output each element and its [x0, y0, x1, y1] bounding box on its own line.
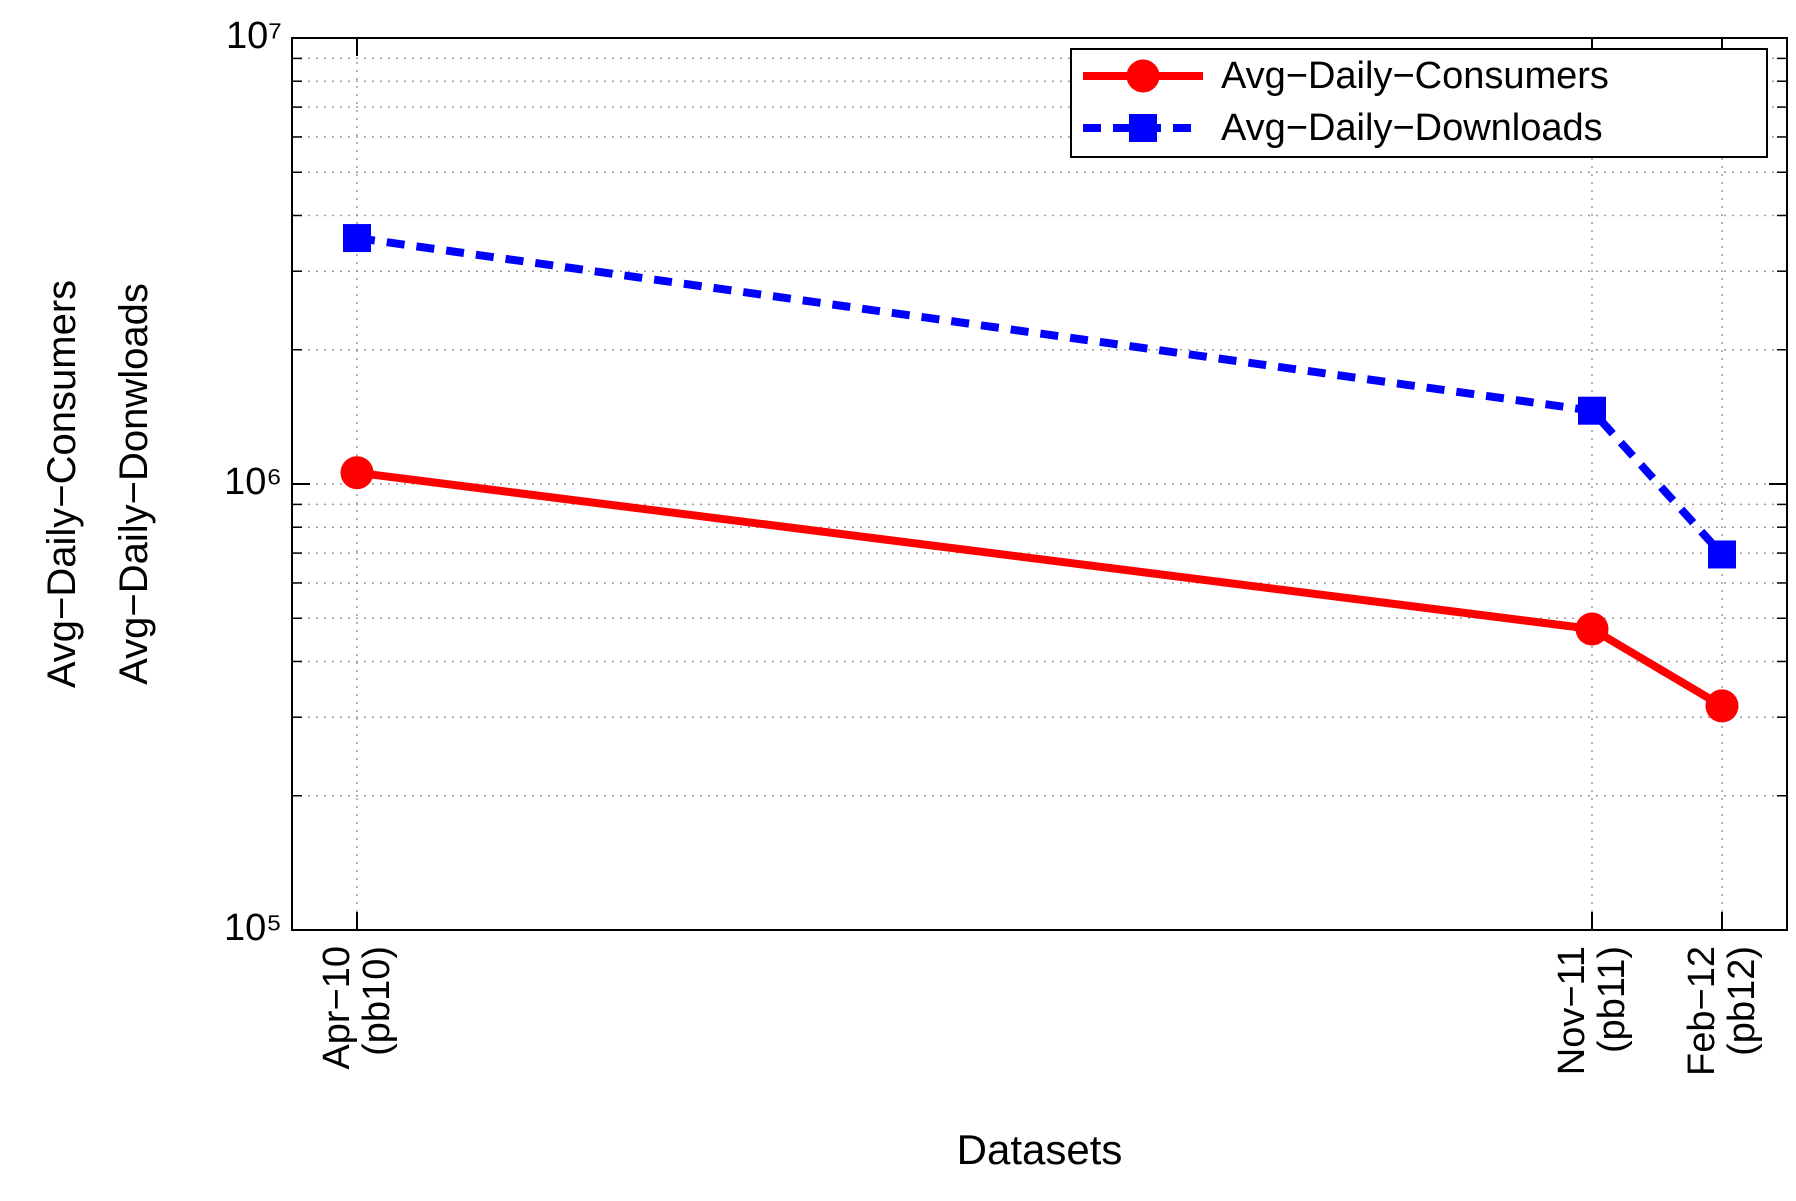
series-line [356, 468, 1725, 710]
y-tick-label: 10⁷ [226, 15, 282, 57]
series-line [356, 234, 1725, 558]
data-point [1708, 540, 1736, 569]
data-point [343, 224, 371, 253]
data-point [340, 456, 374, 490]
legend-label: Avg−Daily−Consumers [1221, 55, 1609, 97]
y-tick-label: 10⁵ [224, 907, 282, 949]
x-tick-label: Feb−12 (pb12) [1681, 946, 1763, 1076]
x-axis-label: Datasets [956, 1126, 1123, 1173]
x-tick-label: Apr−10 (pb10) [316, 946, 398, 1070]
x-tick-label: Nov−11 (pb11) [1551, 946, 1633, 1076]
legend-box [1070, 48, 1768, 158]
plot-frame [291, 37, 1788, 931]
data-point [1578, 396, 1606, 425]
data-point [1705, 689, 1739, 723]
legend-marker [1129, 114, 1157, 142]
y-tick-label: 10⁶ [224, 461, 282, 503]
y-axis-label: Avg−Daily−Donwloads [112, 283, 156, 685]
legend-label: Avg−Daily−Downloads [1221, 107, 1603, 149]
data-point [1575, 612, 1609, 646]
y-axis-label: Avg−Daily−Consumers [40, 279, 84, 689]
legend-marker [1126, 59, 1160, 93]
